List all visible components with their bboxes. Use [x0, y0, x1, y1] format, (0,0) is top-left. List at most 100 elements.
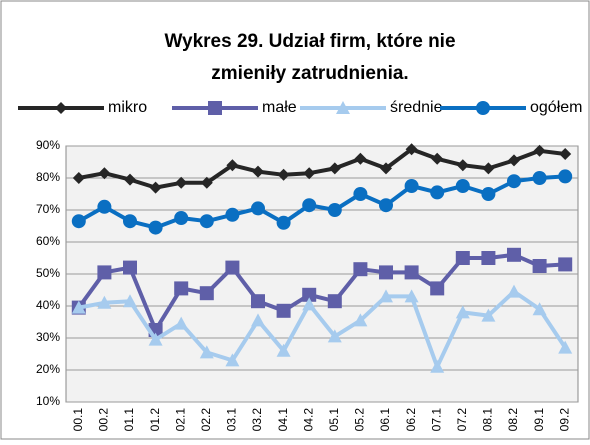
marker	[328, 162, 341, 175]
marker	[200, 176, 213, 189]
x-tick-label: 08.2	[506, 408, 520, 432]
legend-label: średnie	[390, 99, 443, 116]
marker	[379, 265, 393, 280]
marker	[251, 313, 265, 327]
x-tick-label: 09.2	[557, 408, 571, 432]
x-tick-label: 05.2	[353, 408, 367, 432]
marker	[302, 198, 317, 213]
marker	[199, 214, 214, 229]
marker	[379, 198, 393, 213]
marker	[558, 169, 573, 184]
marker	[353, 187, 368, 201]
marker	[97, 199, 112, 214]
marker	[98, 167, 111, 180]
marker	[532, 259, 547, 273]
y-tick-label: 10%	[36, 394, 60, 408]
marker	[302, 287, 317, 302]
marker	[455, 179, 470, 193]
x-tick-label: 00.2	[97, 408, 111, 432]
marker	[404, 289, 419, 303]
marker	[336, 101, 350, 114]
marker	[327, 203, 342, 217]
marker	[97, 295, 112, 309]
marker	[476, 101, 490, 115]
marker	[327, 294, 342, 309]
marker	[482, 162, 495, 175]
marker	[327, 329, 342, 343]
x-tick-label: 06.2	[404, 408, 418, 432]
marker	[558, 257, 573, 272]
x-tick-label: 03.1	[225, 408, 239, 432]
marker	[455, 305, 470, 319]
y-tick-label: 20%	[36, 362, 60, 376]
marker	[455, 251, 470, 265]
y-tick-label: 70%	[36, 202, 60, 216]
marker	[303, 167, 316, 180]
marker	[123, 294, 137, 308]
marker	[55, 102, 67, 114]
x-tick-label: 08.1	[481, 408, 495, 432]
y-tick-label: 30%	[36, 330, 60, 344]
marker	[175, 176, 188, 189]
marker	[251, 201, 265, 216]
marker	[174, 281, 189, 296]
marker	[354, 152, 367, 165]
x-tick-label: 00.1	[71, 408, 85, 432]
marker	[123, 260, 137, 275]
marker	[124, 173, 136, 186]
marker	[148, 332, 163, 346]
marker	[430, 359, 445, 373]
marker	[225, 353, 240, 367]
marker	[404, 265, 419, 280]
y-tick-label: 90%	[36, 138, 60, 152]
marker	[225, 207, 240, 222]
marker	[149, 181, 162, 194]
marker	[532, 171, 547, 185]
marker	[430, 185, 445, 200]
x-tick-label: 06.1	[378, 408, 392, 432]
marker	[431, 152, 444, 165]
x-tick-label: 01.1	[122, 408, 136, 432]
y-tick-label: 40%	[36, 298, 60, 312]
marker	[507, 247, 521, 262]
marker	[302, 297, 317, 311]
chart-title: zmieniły zatrudnienia.	[211, 63, 408, 84]
marker	[481, 251, 496, 265]
marker	[174, 211, 189, 225]
marker	[404, 179, 419, 193]
marker	[532, 302, 547, 316]
marker	[276, 215, 291, 230]
marker	[353, 313, 368, 327]
marker	[277, 168, 290, 181]
y-tick-label: 80%	[36, 170, 60, 184]
x-tick-label: 04.2	[301, 408, 315, 432]
marker	[123, 214, 137, 229]
marker	[507, 174, 521, 189]
legend-label: małe	[262, 99, 297, 116]
marker	[559, 148, 572, 160]
marker	[226, 159, 239, 172]
marker	[71, 214, 86, 229]
legend-label: ogółem	[530, 99, 582, 116]
marker	[276, 343, 291, 357]
x-tick-label: 07.2	[455, 408, 469, 432]
marker	[71, 300, 86, 314]
marker	[276, 303, 291, 318]
marker	[533, 144, 546, 157]
x-tick-label: 03.2	[250, 408, 264, 432]
x-tick-label: 04.1	[276, 408, 290, 432]
y-tick-label: 50%	[36, 266, 60, 280]
marker	[430, 281, 445, 296]
marker	[405, 143, 418, 156]
series-line	[78, 289, 567, 369]
marker	[481, 308, 496, 322]
marker	[507, 284, 521, 298]
marker	[97, 265, 112, 280]
marker	[456, 159, 469, 172]
marker	[148, 220, 163, 235]
marker	[508, 154, 520, 167]
x-tick-label: 05.1	[327, 408, 341, 432]
marker	[225, 260, 240, 275]
y-tick-label: 60%	[36, 234, 60, 248]
marker	[174, 316, 189, 330]
